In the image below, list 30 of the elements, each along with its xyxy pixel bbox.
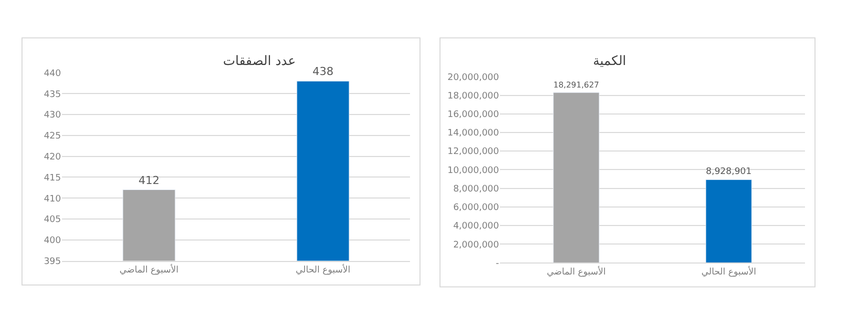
y-tick-label: 410 (44, 194, 62, 204)
y-tick-label: 440 (44, 68, 62, 79)
y-tick-label: 415 (44, 173, 61, 184)
y-tick-label: 2,000,000 (453, 240, 500, 250)
x-tick-label: الأسبوع الحالي (296, 264, 350, 276)
chart-title: الكمية (593, 54, 626, 69)
y-tick-label: 430 (44, 110, 62, 121)
y-tick-label: - (496, 258, 499, 269)
y-tick-label: 4,000,000 (453, 222, 500, 232)
x-tick-label: الأسبوع الماضي (546, 266, 606, 278)
data-label: 412 (138, 174, 160, 187)
y-tick-label: 6,000,000 (453, 203, 500, 214)
data-label: 438 (312, 65, 334, 78)
x-tick-label: الأسبوع الحالي (701, 266, 756, 278)
y-tick-label: 420 (44, 152, 62, 162)
y-tick-label: 16,000,000 (447, 110, 500, 120)
y-tick-label: 12,000,000 (447, 147, 500, 158)
y-tick-label: 405 (44, 215, 61, 226)
x-tick-label: الأسبوع الماضي (119, 264, 179, 276)
chart-title: عدد الصفقات (223, 54, 296, 69)
y-tick-label: 14,000,000 (447, 128, 500, 139)
y-tick-label: 10,000,000 (447, 166, 500, 176)
data-label: 8,928,901 (706, 167, 752, 178)
y-tick-label: 435 (44, 90, 61, 100)
y-tick-label: 18,000,000 (447, 91, 500, 102)
y-tick-label: 8,000,000 (453, 184, 500, 194)
y-tick-label: 395 (44, 256, 61, 267)
y-tick-label: 20,000,000 (447, 72, 500, 83)
y-tick-label: 425 (44, 132, 61, 142)
y-tick-label: 400 (44, 236, 62, 246)
